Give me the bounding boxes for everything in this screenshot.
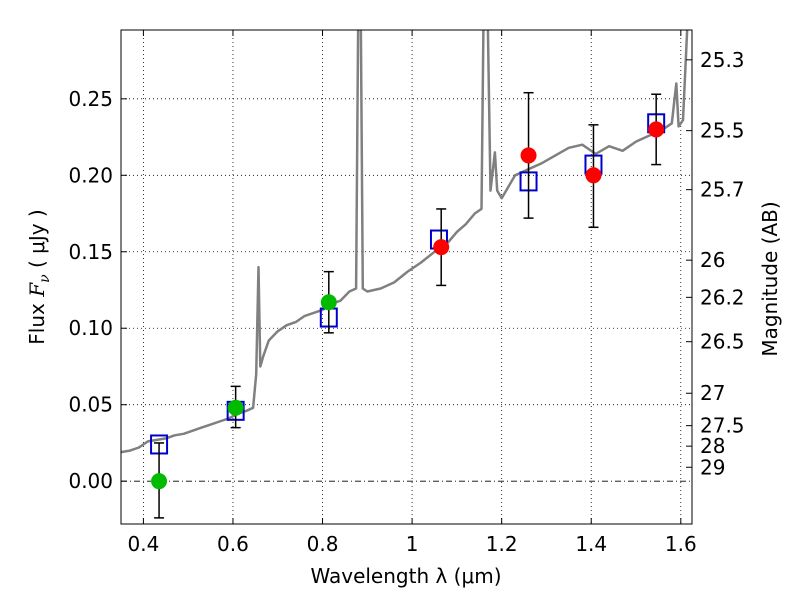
x-tick-label: 1.4	[575, 532, 607, 556]
observation-marker	[520, 147, 537, 164]
y-tick-label: 0.10	[68, 316, 113, 340]
x-tick-label: 1.6	[665, 532, 697, 556]
y-tick-label: 0.15	[68, 240, 113, 264]
y-axis-label-symbol: F	[25, 282, 49, 298]
observation-marker	[151, 473, 168, 490]
right-axis-label: Magnitude (AB)	[758, 201, 782, 356]
magnitude-tick-label: 25.3	[700, 48, 745, 72]
plot-frame	[120, 29, 693, 525]
x-tick-label: 0.4	[127, 532, 159, 556]
y-axis-label-unit: ( μJy )	[25, 209, 49, 274]
y-axis-label: Flux Fν ( μJy )	[25, 209, 53, 344]
magnitude-tick-label: 28	[700, 434, 725, 458]
observation-marker	[433, 239, 450, 256]
y-tick-label: 0.20	[68, 163, 113, 187]
x-tick-label: 1	[406, 532, 419, 556]
points-layer	[150, 91, 666, 519]
x-tick-label: 0.6	[217, 532, 249, 556]
observation-marker	[320, 294, 337, 311]
magnitude-tick-label: 26.2	[700, 285, 745, 309]
y-axis-label-subscript: ν	[37, 274, 53, 283]
spectrum-line	[121, 30, 689, 454]
y-tick-label: 0.25	[68, 87, 113, 111]
magnitude-tick-label: 25.7	[700, 178, 745, 202]
plot-area	[121, 30, 692, 524]
y-tick-label: 0.00	[68, 469, 113, 493]
magnitude-tick-label: 27	[700, 381, 725, 405]
magnitude-tick-label: 27.5	[700, 414, 745, 438]
x-axis-label: Wavelength λ (μm)	[310, 564, 501, 588]
magnitude-tick-label: 26	[700, 248, 725, 272]
magnitude-tick-label: 25.5	[700, 119, 745, 143]
observation-marker	[227, 399, 244, 416]
y-axis-label-prefix: Flux	[25, 297, 49, 345]
observation-marker	[585, 167, 602, 184]
observation-marker	[648, 121, 665, 138]
axes: 0.4 0.6 0.8 1 1.2 1.4 1.6 0.00 0.05 0.10 0.15 0.20 0…	[68, 30, 745, 556]
magnitude-tick-label: 26.5	[700, 330, 745, 354]
spectrum-layer	[121, 30, 689, 454]
x-tick-label: 0.8	[307, 532, 339, 556]
y-tick-label: 0.05	[68, 393, 113, 417]
magnitude-tick-label: 29	[700, 455, 725, 479]
x-tick-label: 1.2	[486, 532, 518, 556]
